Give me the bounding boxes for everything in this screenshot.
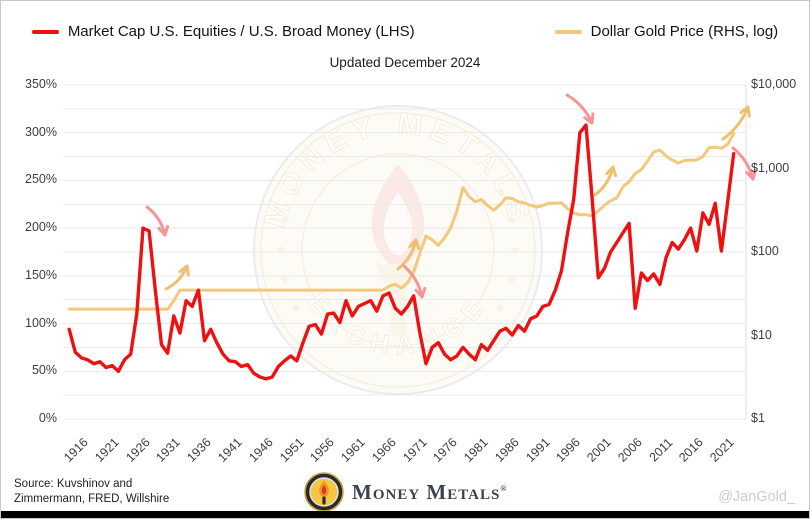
logo-wordmark: Money Metals® — [352, 480, 507, 505]
y-left-tick-label: 150% — [25, 267, 57, 282]
svg-text:★: ★ — [494, 300, 506, 315]
money-metals-logo: Money Metals® — [304, 472, 507, 512]
x-axis-tick-label: 1956 — [307, 435, 338, 465]
x-axis-tick-label: 1971 — [399, 435, 430, 465]
y-left-tick-label: 350% — [25, 77, 57, 91]
legend: Market Cap U.S. Equities / U.S. Broad Mo… — [1, 23, 809, 40]
x-axis-tick-label: 1931 — [153, 435, 184, 465]
legend-item-gold: Dollar Gold Price (RHS, log) — [554, 23, 779, 40]
y-right-tick-label: $1,000 — [751, 160, 790, 175]
annotation-arrow-gold-rise-2000s — [593, 165, 618, 197]
svg-text:★: ★ — [505, 212, 517, 227]
annotation-arrow-gold-rise-1971 — [396, 238, 421, 271]
bottom-border-bar — [1, 511, 809, 518]
svg-text:★: ★ — [494, 184, 506, 199]
legend-label-equities: Market Cap U.S. Equities / U.S. Broad Mo… — [67, 23, 415, 40]
y-left-tick-label: 300% — [25, 124, 57, 139]
logo-wordmark-text: Money Metals — [352, 479, 501, 504]
annotation-arrow-gold-rise-2024 — [721, 105, 751, 141]
x-axis-tick-label: 2011 — [646, 435, 676, 465]
gridlines — [63, 84, 747, 420]
x-axis-tick-label: 1976 — [430, 435, 461, 465]
y-right-tick-label: $100 — [751, 244, 779, 258]
legend-swatch-gold-icon — [554, 29, 582, 34]
x-axis-tick-label: 1926 — [122, 435, 153, 465]
y-right-tick-label: $10,000 — [751, 77, 797, 91]
source-note: Source: Kuvshinov and Zimmermann, FRED, … — [14, 477, 169, 507]
x-axis-tick-label: 1921 — [92, 435, 122, 465]
legend-item-equities: Market Cap U.S. Equities / U.S. Broad Mo… — [31, 23, 415, 40]
annotation-arrows — [145, 93, 757, 299]
x-axis-tick-label: 2001 — [584, 435, 614, 465]
x-axis-tick-label: 1941 — [215, 435, 245, 465]
x-axis-tick-label: 1981 — [461, 435, 491, 465]
x-axis-tick-label: 1946 — [245, 435, 276, 465]
y-left-tick-label: 100% — [25, 315, 57, 330]
y-left-tick-label: 200% — [25, 220, 57, 235]
money-metals-watermark-icon: MONEY METALS EXCHANGE ★ ★ ★ ★ ★ ★ ★ ★ ★ ★ — [253, 105, 543, 395]
annotation-arrow-crash-2000 — [565, 93, 595, 125]
x-axis-tick-label: 1991 — [522, 435, 553, 465]
svg-text:★: ★ — [279, 272, 291, 287]
annotation-arrow-crash-1973 — [402, 264, 427, 299]
svg-text:★: ★ — [275, 242, 287, 257]
x-axis-tick-label: 2016 — [676, 435, 707, 465]
x-axis-tick-label: 1996 — [553, 435, 584, 465]
x-axis-tick-label: 1961 — [338, 435, 368, 465]
source-line-1: Source: Kuvshinov and — [14, 478, 133, 490]
series-lines — [67, 123, 736, 381]
watermark-stars-icon: ★ ★ ★ ★ ★ ★ ★ ★ ★ ★ — [275, 184, 521, 315]
svg-text:★: ★ — [290, 300, 302, 315]
x-axis-tick-label: 1986 — [492, 435, 522, 465]
x-axis-tick-label: 1966 — [369, 435, 399, 465]
x-axis-tick-label: 1916 — [61, 435, 91, 465]
y-right-tick-label: $1 — [751, 411, 765, 425]
x-axis-tick-label: 2021 — [707, 435, 738, 465]
chart-subtitle: Updated December 2024 — [329, 55, 481, 70]
svg-text:MONEY METALS: MONEY METALS — [258, 107, 538, 231]
y-right-tick-label: $10 — [751, 327, 772, 342]
y-left-tick-label: 0% — [38, 411, 57, 425]
gold-price-line — [67, 132, 736, 311]
y-left-tick-label: 250% — [25, 172, 57, 187]
svg-text:★: ★ — [290, 184, 302, 199]
x-axis-tick-label: 1936 — [184, 435, 214, 465]
legend-label-gold: Dollar Gold Price (RHS, log) — [590, 23, 779, 40]
annotation-arrow-crash-1929 — [145, 205, 170, 237]
watermark-handle: @JanGold_ — [718, 489, 795, 505]
x-axis-tick-label: 1951 — [276, 435, 307, 465]
svg-text:★: ★ — [505, 272, 517, 287]
y-left-tick-label: 50% — [31, 363, 57, 378]
watermark-torch-icon — [371, 164, 425, 336]
torch-badge-icon — [304, 472, 344, 512]
equities-money-ratio-line — [67, 123, 736, 381]
source-line-2: Zimmermann, FRED, Willshire — [14, 492, 170, 505]
svg-text:★: ★ — [509, 242, 521, 257]
legend-swatch-equities-icon — [31, 29, 59, 34]
svg-text:★: ★ — [279, 212, 291, 227]
svg-text:EXCHANGE: EXCHANGE — [302, 287, 494, 361]
annotation-arrow-gold-step-1934 — [164, 264, 190, 291]
x-axis-tick-label: 2006 — [615, 435, 645, 465]
logo-reg-mark: ® — [500, 483, 508, 493]
